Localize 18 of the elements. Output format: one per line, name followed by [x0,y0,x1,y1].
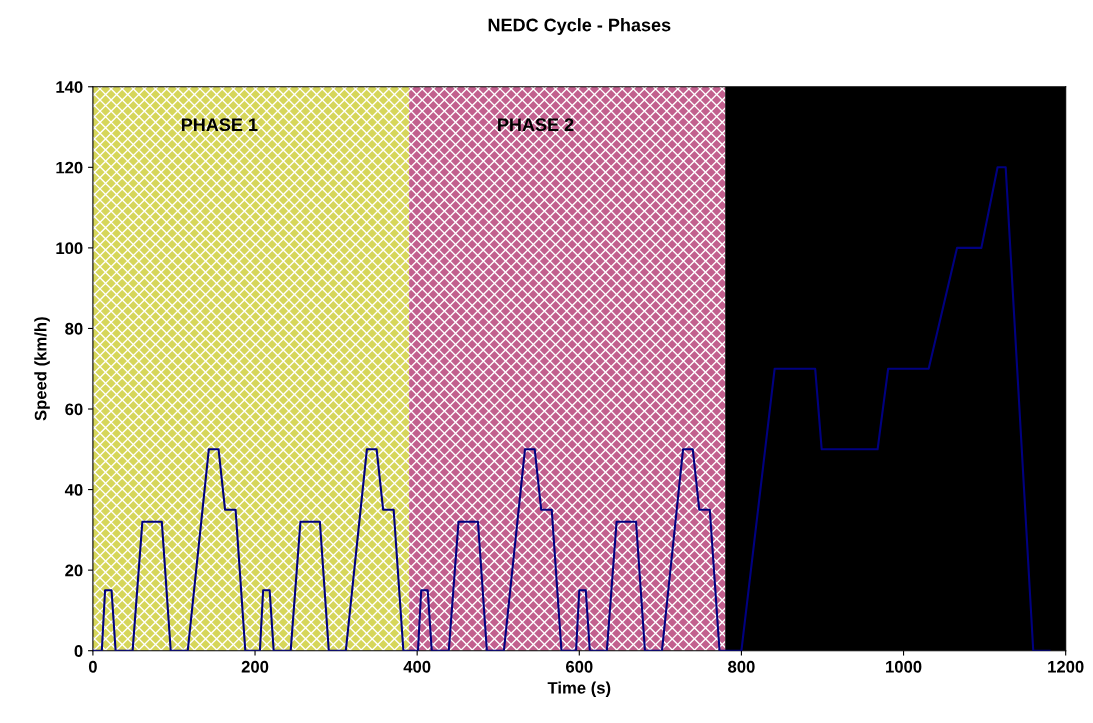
x-tick-label: 1000 [886,660,922,673]
y-tick-label: 120 [56,161,83,174]
x-tick-label: 1200 [1048,660,1084,673]
chart-title: NEDC Cycle - Phases [488,18,671,35]
y-tick-label: 40 [64,483,83,496]
x-tick-label: 600 [566,660,593,673]
y-tick-label: 140 [56,81,83,93]
x-tick-label: 400 [403,660,431,673]
y-tick-label: 80 [65,322,83,335]
x-axis-title: Time (s) [547,681,611,698]
y-axis-title: Speed (km/h) [34,317,50,421]
y-tick-label: 20 [65,564,83,577]
x-tick-label: 200 [241,660,269,673]
y-tick-label: 100 [56,242,83,255]
y-tick-label: 0 [74,645,83,657]
x-tick-label: 800 [728,660,755,673]
x-tick-label: 0 [88,660,97,673]
y-tick-label: 60 [65,403,83,416]
